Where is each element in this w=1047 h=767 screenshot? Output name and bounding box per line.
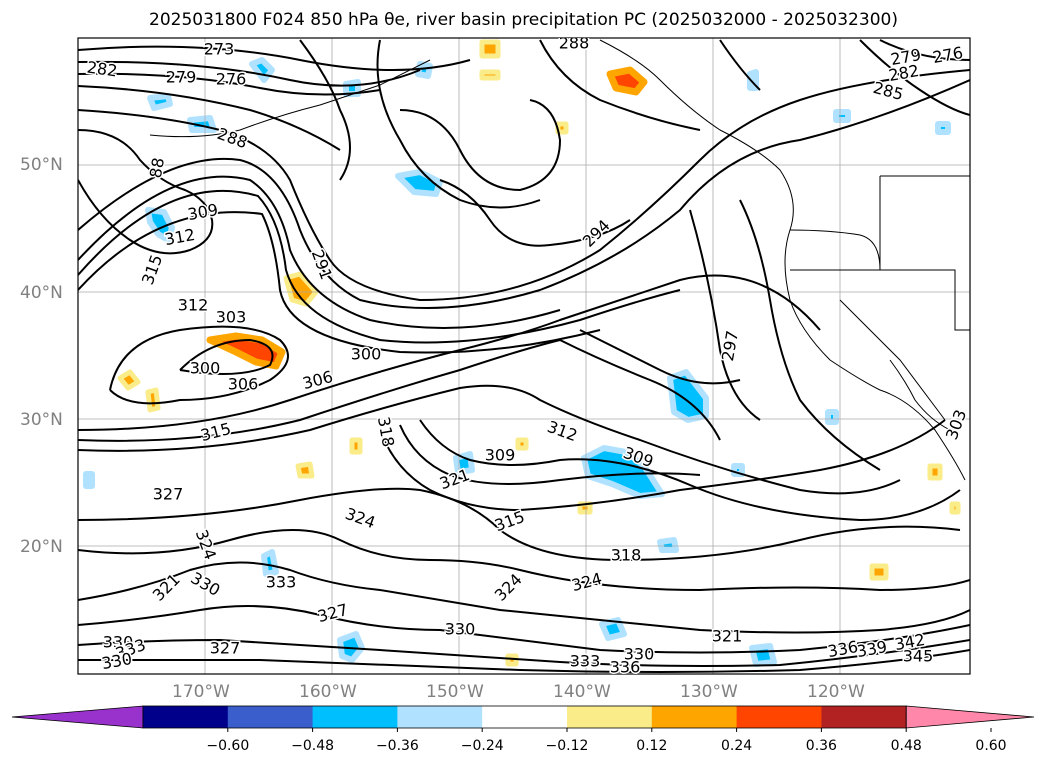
contour-label: 324 — [192, 527, 220, 562]
contour-label: 282 — [86, 57, 119, 80]
colorbar-outline — [142, 705, 907, 729]
contour-label: 303 — [942, 407, 970, 442]
contour-label: 294 — [579, 216, 614, 251]
contour-label: 336 — [610, 658, 641, 677]
contour-label: 312 — [163, 225, 196, 249]
lat-label-50n: 50°N — [20, 155, 63, 175]
contour-label: 327 — [153, 485, 184, 504]
colorbar-segment — [312, 706, 398, 728]
colorbar-tick-label: 0.36 — [805, 738, 837, 754]
colorbar-tick-label: −0.36 — [375, 738, 419, 754]
contour-label: 306 — [301, 367, 335, 393]
contour-label: 276 — [216, 70, 247, 89]
contour-label: 333 — [570, 652, 601, 671]
colorbar-tick-label: −0.60 — [206, 738, 250, 754]
colorbar-segment — [567, 706, 653, 728]
colorbar-segment — [397, 706, 483, 728]
colorbar-extend-low — [11, 705, 144, 729]
contour-label: 312 — [178, 296, 209, 315]
negative-anomaly-shading — [83, 57, 951, 667]
colorbar-tick-label: −0.24 — [460, 738, 504, 754]
contour-label: 330 — [103, 633, 134, 652]
contour-label: 315 — [492, 507, 527, 535]
contour-label: 345 — [903, 647, 934, 666]
lon-label-130w: 130°W — [680, 682, 738, 702]
contour-label: 321 — [437, 465, 472, 493]
lon-label-140w: 140°W — [553, 682, 611, 702]
contour-label: 330 — [624, 645, 655, 664]
map-frame — [77, 37, 971, 675]
colorbar-tick-label: −0.12 — [545, 738, 589, 754]
contour-label: 321 — [712, 627, 743, 646]
colorbar-tick-label: 0.12 — [636, 738, 668, 754]
lon-label-160w: 160°W — [299, 682, 357, 702]
precip-shading — [83, 39, 961, 667]
lat-label-20n: 20°N — [20, 537, 63, 557]
contour-label: 88 — [146, 156, 168, 179]
lat-label-40n: 40°N — [20, 283, 63, 303]
lat-lon-grid — [78, 38, 970, 674]
contour-label: 306 — [228, 375, 259, 394]
colorbar-segment — [736, 706, 822, 728]
contour-label: 324 — [491, 570, 526, 605]
contour-label: 318 — [611, 546, 642, 565]
contour-label: 318 — [374, 415, 398, 448]
colorbar-segment — [821, 706, 907, 728]
contour-label: 330 — [100, 649, 133, 673]
colorbar-segment — [227, 706, 314, 728]
contour-label: 309 — [485, 446, 516, 465]
contour-label: 315 — [138, 252, 166, 287]
colorbar-tick-label: 0.48 — [890, 738, 922, 754]
lon-label-150w: 150°W — [426, 682, 484, 702]
contour-label: 300 — [351, 345, 382, 364]
colorbar-segment — [143, 706, 229, 728]
contour-label: 297 — [718, 329, 742, 362]
colorbar-tick-label: −0.48 — [291, 738, 335, 754]
contour-label: 315 — [199, 419, 233, 445]
contour-label: 279 — [166, 68, 197, 87]
contour-label: 324 — [570, 569, 604, 595]
map-title: 2025031800 F024 850 hPa θe, river basin … — [149, 10, 898, 30]
contour-label: 312 — [545, 417, 580, 445]
contour-label: 336 — [826, 637, 859, 661]
lon-label-120w: 120°W — [807, 682, 865, 702]
contour-label: 288 — [559, 34, 590, 53]
theta-e-contours — [78, 39, 970, 673]
contour-label: 327 — [210, 639, 241, 658]
colorbar-segment — [651, 706, 738, 728]
contour-label: 330 — [445, 620, 476, 639]
contour-label: 339 — [855, 637, 888, 661]
contour-label: 300 — [190, 359, 221, 378]
contour-label: 276 — [931, 43, 964, 67]
contour-label: 324 — [343, 504, 378, 532]
lon-label-170w: 170°W — [172, 682, 230, 702]
contour-label: 273 — [204, 40, 235, 59]
colorbar-segment — [482, 706, 568, 728]
lat-label-30n: 30°N — [20, 410, 63, 430]
contour-label: 309 — [186, 200, 219, 224]
coastline — [149, 39, 970, 481]
positive-anomaly-shading — [206, 66, 648, 370]
contour-label: 303 — [216, 308, 247, 327]
contour-label: 330 — [188, 568, 224, 600]
colorbar-tick-label: 0.60 — [975, 738, 1007, 754]
colorbar — [11, 705, 1035, 732]
colorbar-extend-high — [905, 705, 1035, 729]
contour-label: 333 — [266, 573, 297, 592]
contour-label: 327 — [316, 600, 350, 626]
colorbar-tick-label: 0.24 — [721, 738, 753, 754]
